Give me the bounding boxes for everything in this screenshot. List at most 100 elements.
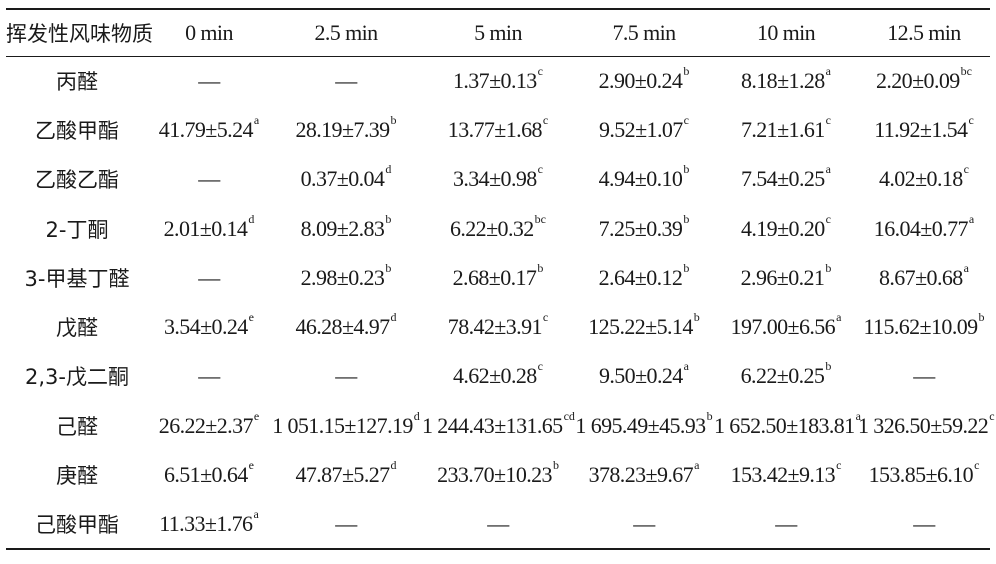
table-body: 丙醛 — —1.37±0.13c 2.90±0.24b 8.18±1.28a 2.20±0…	[6, 56, 995, 549]
significance-letter: a	[825, 63, 831, 78]
mean-sd-value: 1 652.50±183.81	[714, 412, 855, 438]
table-row: 庚醛 6.51±0.64e 47.87±5.27d 233.70±10.23b 378.…	[6, 450, 990, 499]
table-row: 2,3-戊二酮 — —4.62±0.28c 9.50±0.24a 6.22±0.25b —	[6, 352, 990, 401]
mean-sd-value: 2.90±0.24	[598, 67, 683, 93]
header-time-12-5: 12.5 min	[887, 19, 961, 45]
value-cell: 2.01±0.14d	[148, 204, 270, 253]
compound-name-cell: 2-丁酮	[45, 217, 109, 242]
value-cell: 2.90±0.24b	[574, 56, 714, 105]
mean-sd-value: 1 695.49±45.93	[575, 412, 706, 438]
header-time-2-5: 2.5 min	[314, 19, 378, 45]
significance-letter: cd	[563, 408, 575, 423]
mean-sd-value: 13.77±1.68	[447, 116, 543, 142]
value-cell: 9.52±1.07c	[574, 105, 714, 154]
significance-letter: c	[825, 112, 831, 127]
significance-letter: c	[537, 359, 543, 374]
mean-sd-value: 6.22±0.25	[740, 363, 825, 389]
value-cell: —	[270, 352, 422, 401]
compound-name-cell: 乙酸甲酯	[35, 118, 119, 143]
significance-letter: b	[825, 359, 832, 374]
value-cell: 0.37±0.04d	[270, 155, 422, 204]
significance-letter: c	[537, 63, 543, 78]
value-cell: 1 244.43±131.65cd	[422, 401, 575, 450]
value-cell: 6.22±0.32bc	[422, 204, 574, 253]
mean-sd-value: 8.09±2.83	[300, 215, 385, 241]
significance-letter: d	[390, 310, 397, 325]
header-time-5: 5 min	[474, 19, 522, 45]
significance-letter: b	[385, 260, 392, 275]
value-cell: 2.68±0.17b	[422, 253, 574, 302]
value-cell: 1 326.50±59.22c	[858, 401, 995, 450]
mean-sd-value: —	[198, 166, 220, 192]
mean-sd-value: 2.68±0.17	[452, 264, 537, 290]
table-row: 己醛 26.22±2.37e 1 051.15±127.19d 1 244.43±13…	[6, 401, 995, 450]
significance-letter: a	[253, 112, 260, 127]
header-time-7-5: 7.5 min	[612, 19, 676, 45]
value-cell: 9.50±0.24a	[574, 352, 714, 401]
mean-sd-value: 46.28±4.97	[295, 314, 390, 340]
significance-letter: b	[385, 211, 392, 226]
value-cell: 41.79±5.24a	[148, 105, 270, 154]
value-cell: —	[270, 56, 422, 105]
mean-sd-value: —	[198, 264, 220, 290]
mean-sd-value: 1 244.43±131.65	[422, 412, 563, 438]
table-row: 丙醛 — —1.37±0.13c 2.90±0.24b 8.18±1.28a 2.20±0…	[6, 56, 990, 105]
significance-letter: d	[413, 408, 420, 423]
compound-name-cell: 己醛	[56, 414, 98, 439]
mean-sd-value: 197.00±6.56	[730, 314, 836, 340]
mean-sd-value: 153.85±6.10	[868, 462, 974, 488]
significance-letter: c	[542, 112, 549, 127]
value-cell: —	[148, 155, 270, 204]
significance-letter: d	[248, 211, 255, 226]
compound-name-cell: 乙酸乙酯	[35, 168, 119, 193]
value-cell: 4.19±0.20c	[714, 204, 858, 253]
significance-letter: b	[693, 310, 700, 325]
value-cell: 2.20±0.09bc	[858, 56, 990, 105]
value-cell: 378.23±9.67a	[574, 450, 714, 499]
mean-sd-value: 9.50±0.24	[598, 363, 683, 389]
mean-sd-value: 4.94±0.10	[598, 166, 683, 192]
table-header: 挥发性风味物质 0 min 2.5 min 5 min 7.5 min 10 m…	[6, 9, 990, 56]
significance-letter: a	[694, 458, 700, 473]
significance-letter: b	[978, 310, 985, 325]
mean-sd-value: —	[913, 363, 935, 389]
mean-sd-value: 0.37±0.04	[300, 166, 385, 192]
mean-sd-value: 47.87±5.27	[295, 462, 390, 488]
mean-sd-value: 11.92±1.54	[874, 116, 968, 142]
header-row: 挥发性风味物质 0 min 2.5 min 5 min 7.5 min 10 m…	[6, 9, 990, 56]
significance-letter: c	[836, 458, 842, 473]
significance-letter: c	[974, 458, 980, 473]
significance-letter: b	[825, 260, 832, 275]
significance-letter: b	[683, 162, 690, 177]
significance-letter: b	[390, 112, 397, 127]
value-cell: —	[270, 500, 422, 549]
mean-sd-value: —	[335, 363, 357, 389]
data-table-container: 挥发性风味物质 0 min 2.5 min 5 min 7.5 min 10 m…	[6, 8, 995, 550]
compound-name-cell: 戊醛	[56, 316, 98, 341]
value-cell: 3.34±0.98c	[422, 155, 574, 204]
value-cell: 1.37±0.13c	[422, 56, 574, 105]
value-cell: 28.19±7.39b	[270, 105, 422, 154]
mean-sd-value: —	[775, 510, 797, 536]
significance-letter: a	[855, 408, 861, 423]
significance-letter: c	[683, 112, 689, 127]
mean-sd-value: 3.54±0.24	[163, 314, 248, 340]
header-compound: 挥发性风味物质	[6, 21, 153, 46]
significance-letter: b	[683, 260, 690, 275]
volatile-compounds-table: 挥发性风味物质 0 min 2.5 min 5 min 7.5 min 10 m…	[6, 8, 995, 550]
significance-letter: d	[390, 458, 397, 473]
value-cell: 197.00±6.56a	[714, 302, 858, 351]
value-cell: 13.77±1.68c	[422, 105, 574, 154]
significance-letter: bc	[960, 63, 972, 78]
mean-sd-value: 6.51±0.64	[163, 462, 248, 488]
mean-sd-value: —	[335, 67, 357, 93]
compound-name-cell: 庚醛	[56, 464, 98, 489]
significance-letter: b	[552, 458, 559, 473]
significance-letter: a	[825, 162, 831, 177]
significance-letter: c	[537, 162, 543, 177]
value-cell: 1 652.50±183.81a	[714, 401, 861, 450]
value-cell: 7.54±0.25a	[714, 155, 858, 204]
mean-sd-value: 6.22±0.32	[449, 215, 534, 241]
mean-sd-value: 2.96±0.21	[740, 264, 825, 290]
value-cell: 2.96±0.21b	[714, 253, 858, 302]
